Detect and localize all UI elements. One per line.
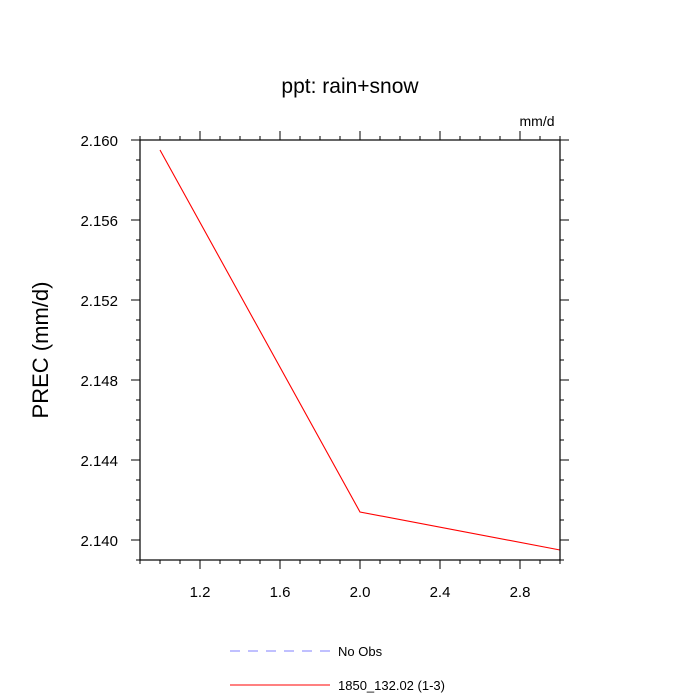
y-tick-label: 2.148 [80, 373, 118, 390]
series-layer [159, 149, 561, 551]
series-line [159, 149, 561, 551]
y-axis-label: PREC (mm/d) [28, 282, 53, 419]
x-tick-label: 1.6 [270, 584, 291, 601]
axis-tick-labels: 1.2 1.6 2.0 2.4 2.8 2.140 2.144 2.148 2.152 2.156… [80, 133, 530, 601]
chart-title: ppt: rain+snow [281, 75, 419, 98]
plot-frame [139, 139, 561, 561]
y-tick-label: 2.140 [80, 533, 118, 550]
y-tick-label: 2.160 [80, 133, 118, 150]
x-tick-label: 2.8 [510, 584, 531, 601]
axis-ticks [131, 131, 569, 569]
y-tick-label: 2.156 [80, 213, 118, 230]
y-tick-label: 2.152 [80, 293, 118, 310]
legend-label-series: 1850_132.02 (1-3) [338, 678, 445, 693]
legend: No Obs 1850_132.02 (1-3) [230, 644, 445, 693]
x-tick-label: 2.0 [350, 584, 371, 601]
y-tick-label: 2.144 [80, 453, 118, 470]
x-tick-label: 1.2 [190, 584, 211, 601]
legend-label-no-obs: No Obs [338, 644, 383, 659]
x-tick-label: 2.4 [430, 584, 451, 601]
unit-label: mm/d [520, 113, 555, 129]
